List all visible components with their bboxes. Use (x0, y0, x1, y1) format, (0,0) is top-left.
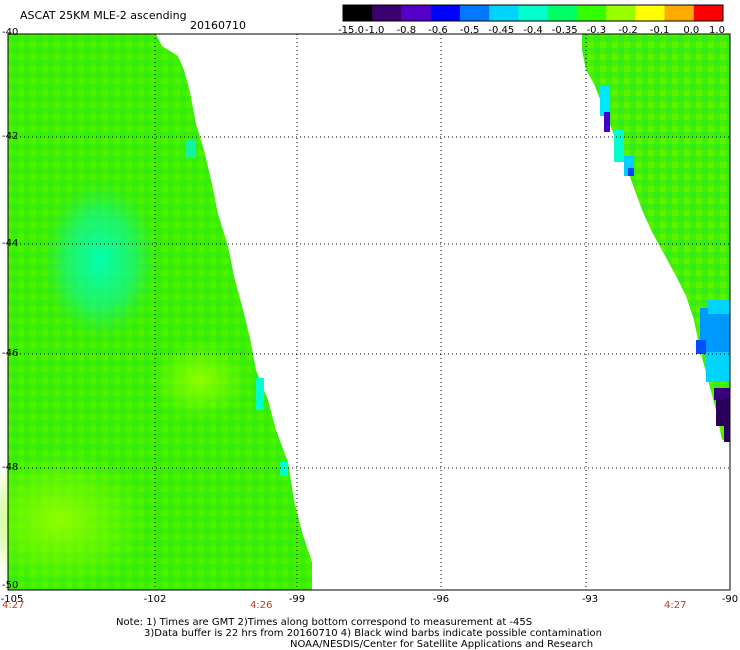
lon-label: -99 (288, 594, 306, 605)
note-line: 3)Data buffer is 22 hrs from 20160710 4)… (144, 628, 602, 639)
colorbar-swatch (372, 5, 402, 21)
colorbar-swatch (606, 5, 636, 21)
lat-label: -40 (2, 27, 19, 38)
colorbar-tick-label: -0.45 (488, 25, 515, 36)
plot-frame (7, 33, 731, 591)
lon-label: -102 (143, 594, 167, 605)
colorbar-tick-label: -1.0 (364, 25, 385, 36)
lat-label: -42 (2, 131, 19, 142)
colorbar-swatch (547, 5, 578, 21)
colorbar-tick-label: -0.6 (428, 25, 448, 36)
colorbar-swatch (430, 5, 461, 21)
lat-label: -46 (2, 348, 19, 359)
colorbar-swatch (518, 5, 549, 21)
colorbar-swatch (576, 5, 607, 21)
lon-label: -105 (0, 594, 24, 605)
colorbar-swatch (664, 5, 695, 21)
colorbar-tick-label: -0.8 (396, 25, 417, 36)
colorbar-swatch (401, 5, 432, 21)
lat-label: -50 (2, 580, 19, 591)
colorbar-frame (342, 4, 724, 22)
colorbar-tick-label: 1.0 (709, 25, 725, 36)
colorbar-tick-label: -0.4 (523, 25, 543, 36)
colorbar-swatch (343, 5, 373, 21)
note-line: Note: 1) Times are GMT 2)Times along bot… (116, 617, 533, 628)
colorbar-swatch (489, 5, 519, 21)
lon-label: -90 (721, 594, 739, 605)
colorbar-swatch (635, 5, 666, 21)
colorbar (342, 4, 724, 22)
right-swath (582, 34, 730, 442)
colorbar-swatch (693, 5, 724, 21)
colorbar-tick-label: -0.1 (649, 25, 670, 36)
colorbar-swatch (459, 5, 490, 21)
colorbar-tick-label: 0.0 (683, 25, 700, 36)
colorbar-tick-label: -0.5 (459, 25, 480, 36)
colorbar-tick-label: -0.35 (551, 25, 578, 36)
lon-label: -96 (432, 594, 450, 605)
lat-label: -44 (2, 238, 19, 249)
left-swath (0, 34, 312, 590)
time-label: 4:27 (2, 600, 25, 611)
lon-label: -93 (581, 594, 599, 605)
note-line: NOAA/NESDIS/Center for Satellite Applica… (290, 639, 594, 650)
colorbar-tick-label: -0.3 (586, 25, 607, 36)
time-label: 4:27 (664, 600, 687, 611)
colorbar-tick-label: -0.2 (618, 25, 638, 36)
date-label: 20160710 (190, 19, 246, 32)
page-title: ASCAT 25KM MLE-2 ascending (20, 9, 187, 22)
colorbar-tick-label: -15.0 (338, 25, 364, 36)
time-label: 4:26 (250, 600, 273, 611)
lat-label: -48 (2, 462, 19, 473)
